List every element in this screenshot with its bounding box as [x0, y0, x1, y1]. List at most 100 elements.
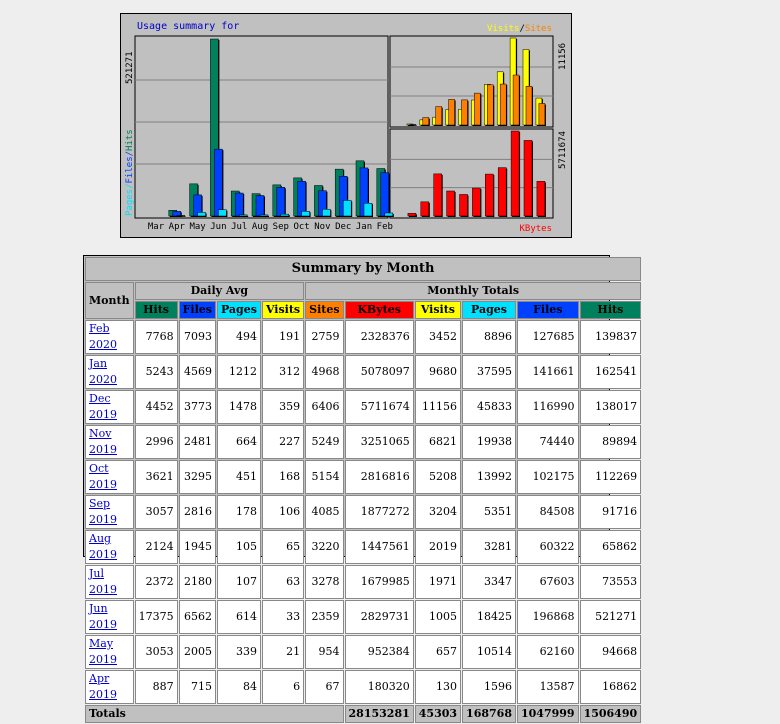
daily-visits-header: Visits: [261, 301, 305, 319]
month-cell: May 2019: [85, 635, 134, 669]
monthly-hits-cell: 521271: [579, 600, 642, 634]
monthly-files-cell: 60322: [516, 530, 579, 564]
daily-files-cell: 2816: [178, 495, 216, 529]
daily-visits-cell: 191: [261, 320, 305, 354]
daily-files-cell: 4569: [178, 355, 216, 389]
chart-title: Usage summary for: [137, 21, 239, 32]
monthly-kbytes-cell: 180320: [344, 670, 414, 704]
monthly-sites-cell: 954: [305, 635, 344, 669]
monthly-sites-cell: 3220: [305, 530, 344, 564]
bar-sites: [474, 92, 481, 126]
bar-pages: [384, 212, 394, 217]
table-row: Jun 2019 17375 6562 614 33 2359 2829731 …: [85, 600, 642, 634]
monthly-pages-cell: 37595: [462, 355, 516, 389]
monthly-pages-cell: 8896: [462, 320, 516, 354]
monthly-pages-cell: 13992: [462, 460, 516, 494]
monthly-hits-cell: 73553: [579, 565, 642, 599]
daily-hits-cell: 2996: [134, 425, 178, 459]
month-cell: Aug 2019: [85, 530, 134, 564]
month-cell: Sep 2019: [85, 495, 134, 529]
daily-hits-cell: 17375: [134, 600, 178, 634]
monthly-files-cell: 141661: [516, 355, 579, 389]
daily-pages-cell: 614: [216, 600, 261, 634]
month-cell: Jan 2020: [85, 355, 134, 389]
total-visits: 45303: [414, 705, 462, 723]
table-row: Oct 2019 3621 3295 451 168 5154 2816816 …: [85, 460, 642, 494]
daily-hits-cell: 3053: [134, 635, 178, 669]
monthly-hits-cell: 138017: [579, 390, 642, 424]
bar-kbytes: [446, 190, 455, 217]
table-row: Jul 2019 2372 2180 107 63 3278 1679985 1…: [85, 565, 642, 599]
bar-pages: [342, 200, 352, 217]
daily-pages-cell: 84: [216, 670, 261, 704]
monthly-hits-header: Hits: [579, 301, 642, 319]
month-link[interactable]: Sep 2019: [89, 497, 117, 526]
month-link[interactable]: Jul 2019: [89, 567, 117, 596]
monthly-pages-cell: 1596: [462, 670, 516, 704]
summary-table-panel: Summary by Month Month Daily Avg Monthly…: [83, 255, 642, 723]
month-link[interactable]: Nov 2019: [89, 427, 117, 456]
daily-visits-cell: 6: [261, 670, 305, 704]
left-ylabel-part: Hits: [125, 129, 135, 151]
total-files: 1047999: [516, 705, 579, 723]
month-cell: Jul 2019: [85, 565, 134, 599]
monthly-sites-cell: 2359: [305, 600, 344, 634]
daily-visits-cell: 227: [261, 425, 305, 459]
daily-files-cell: 3295: [178, 460, 216, 494]
daily-files-cell: 715: [178, 670, 216, 704]
monthly-files-header: Files: [516, 301, 579, 319]
daily-hits-cell: 3057: [134, 495, 178, 529]
bar-files: [255, 195, 265, 217]
bar-kbytes: [485, 173, 494, 217]
month-link[interactable]: Aug 2019: [89, 532, 117, 561]
bar-sites: [461, 99, 468, 126]
table-row: Aug 2019 2124 1945 105 65 3220 1447561 2…: [85, 530, 642, 564]
bar-files: [276, 187, 286, 217]
usage-chart: Usage summary for Mar Apr May Jun Jul Aug Sep Oc…: [120, 13, 572, 238]
table-row: May 2019 3053 2005 339 21 954 952384 657…: [85, 635, 642, 669]
table-row: Apr 2019 887 715 84 6 67 180320 130 1596…: [85, 670, 642, 704]
daily-visits-cell: 65: [261, 530, 305, 564]
month-link[interactable]: Feb 2020: [89, 322, 117, 351]
x-tick-label: May: [189, 222, 206, 232]
monthly-visits-cell: 3452: [414, 320, 462, 354]
monthly-hits-cell: 16862: [579, 670, 642, 704]
monthly-visits-cell: 130: [414, 670, 462, 704]
bar-pages: [197, 212, 206, 217]
daily-visits-cell: 312: [261, 355, 305, 389]
month-link[interactable]: May 2019: [89, 637, 117, 666]
daily-hits-cell: 2372: [134, 565, 178, 599]
daily-hits-cell: 7768: [134, 320, 178, 354]
x-tick-label: Jan: [356, 222, 372, 232]
month-header: Month: [85, 282, 134, 319]
monthly-sites-cell: 4968: [305, 355, 344, 389]
month-link[interactable]: Oct 2019: [89, 462, 117, 491]
monthly-sites-cell: 6406: [305, 390, 344, 424]
x-tick-label: Feb: [377, 222, 393, 232]
month-cell: Oct 2019: [85, 460, 134, 494]
monthly-totals-header: Monthly Totals: [305, 282, 642, 300]
monthly-kbytes-cell: 1877272: [344, 495, 414, 529]
monthly-visits-header: Visits: [414, 301, 462, 319]
month-link[interactable]: Apr 2019: [89, 672, 117, 701]
legend-entry: /: [519, 24, 524, 34]
monthly-kbytes-cell: 5711674: [344, 390, 414, 424]
daily-pages-cell: 1212: [216, 355, 261, 389]
x-tick-label: Jul: [231, 222, 247, 232]
monthly-hits-cell: 94668: [579, 635, 642, 669]
x-tick-label: Apr: [169, 222, 186, 232]
monthly-visits-cell: 5208: [414, 460, 462, 494]
x-tick-label: Sep: [273, 222, 289, 232]
month-link[interactable]: Dec 2019: [89, 392, 117, 421]
x-tick-label: Mar: [148, 222, 165, 232]
bar-pages: [176, 215, 186, 217]
month-link[interactable]: Jun 2019: [89, 602, 117, 631]
bar-sites: [499, 83, 507, 126]
bar-kbytes: [433, 173, 442, 217]
monthly-hits-cell: 112269: [579, 460, 642, 494]
bar-pages: [259, 214, 269, 217]
month-link[interactable]: Jan 2020: [89, 357, 117, 386]
daily-files-cell: 2180: [178, 565, 216, 599]
monthly-sites-cell: 67: [305, 670, 344, 704]
x-tick-label: Jun: [210, 222, 226, 232]
